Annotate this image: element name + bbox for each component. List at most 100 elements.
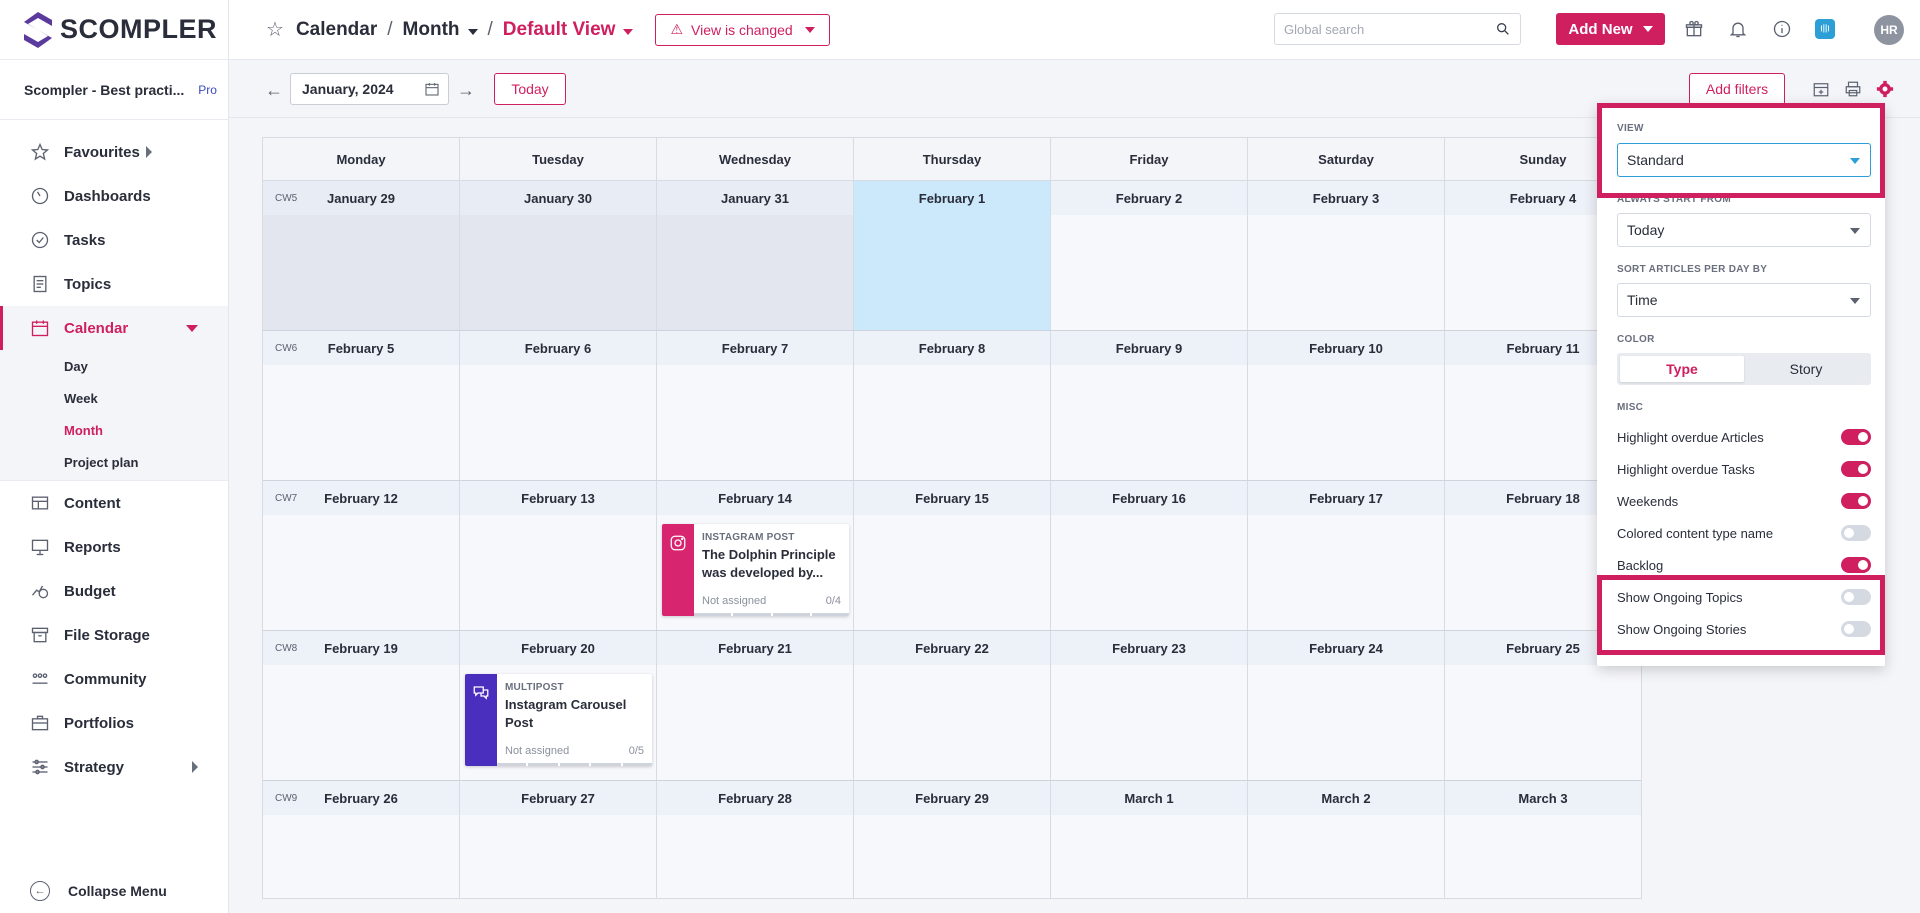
global-search[interactable] [1274,13,1521,45]
start-from-label: ALWAYS START FROM [1617,194,1731,205]
day-cell[interactable]: March 1 [1051,781,1248,898]
day-cell[interactable]: March 2 [1248,781,1445,898]
logo[interactable]: SCOMPLER [0,0,228,60]
toggle-switch[interactable] [1841,429,1871,445]
day-date: February 12 [324,490,398,506]
breadcrumb-view[interactable]: Default View [503,19,634,41]
view-select[interactable]: Standard [1617,143,1871,177]
day-cell[interactable]: February 2 [1051,181,1248,330]
day-cell[interactable]: February 27 [460,781,657,898]
day-cell[interactable]: February 15 [854,481,1051,630]
day-cell[interactable]: February 20 MULTIPOST Instagram Carousel… [460,631,657,780]
day-cell[interactable]: February 29 [854,781,1051,898]
subnav-week[interactable]: Week [64,390,98,406]
toggle-switch[interactable] [1841,589,1871,605]
toggle-row: Highlight overdue Tasks [1617,459,1871,479]
print-icon[interactable] [1843,79,1863,99]
add-filters-button[interactable]: Add filters [1689,73,1785,105]
sidebar-item-tasks[interactable]: Tasks [0,218,228,262]
day-date: February 6 [524,340,592,356]
add-new-button[interactable]: Add New [1556,13,1665,45]
day-cell[interactable]: February 28 [657,781,854,898]
bell-icon[interactable] [1726,17,1750,41]
sidebar-item-community[interactable]: Community [0,657,228,701]
color-option-story[interactable]: Story [1789,361,1823,377]
sidebar-item-favourites[interactable]: Favourites [0,130,228,174]
day-cell[interactable]: February 7 [657,331,854,480]
card-progress: 0/4 [825,595,841,607]
toggle-switch[interactable] [1841,525,1871,541]
day-date: February 16 [1112,490,1186,506]
toggle-row: Show Ongoing Stories [1617,619,1871,639]
day-cell[interactable]: CW6 February 5 [263,331,460,480]
toggle-switch[interactable] [1841,493,1871,509]
day-cell[interactable]: February 24 [1248,631,1445,780]
sidebar-item-strategy[interactable]: Strategy [0,745,228,789]
sidebar-item-portfolios[interactable]: Portfolios [0,701,228,745]
day-cell-today[interactable]: February 1 [854,181,1051,330]
breadcrumb-month[interactable]: Month [403,19,478,41]
day-cell[interactable]: February 22 [854,631,1051,780]
gift-icon[interactable] [1682,17,1706,41]
day-cell[interactable]: February 6 [460,331,657,480]
day-date: February 9 [1115,340,1183,356]
day-date: February 10 [1309,340,1383,356]
day-cell[interactable]: CW8 February 19 [263,631,460,780]
plan-badge: Pro [198,82,217,97]
toggle-switch[interactable] [1841,557,1871,573]
sidebar-item-label: Budget [64,582,116,600]
gear-icon[interactable] [1875,79,1895,99]
sidebar-item-topics[interactable]: Topics [0,262,228,306]
favourite-star-icon[interactable]: ☆ [266,19,284,41]
avatar[interactable]: HR [1874,15,1904,45]
intercom-icon[interactable] [1815,19,1835,39]
arrow-right-icon[interactable]: → [457,80,475,100]
collapse-menu-button[interactable]: ← Collapse Menu [30,881,167,901]
calendar-settings-panel: VIEW Standard ALWAYS START FROM Today SO… [1597,103,1885,666]
view-changed-button[interactable]: ⚠ View is changed [655,13,830,46]
sidebar-item-calendar[interactable]: Calendar [0,306,228,350]
day-cell[interactable]: February 23 [1051,631,1248,780]
day-cell[interactable]: February 13 [460,481,657,630]
toggle-switch[interactable] [1841,461,1871,477]
info-icon[interactable] [1770,17,1794,41]
sidebar-item-file-storage[interactable]: File Storage [0,613,228,657]
day-cell[interactable]: February 10 [1248,331,1445,480]
sidebar-item-dashboards[interactable]: Dashboards [0,174,228,218]
day-cell[interactable]: January 30 [460,181,657,330]
day-cell[interactable]: March 3 [1445,781,1641,898]
toggle-switch[interactable] [1841,621,1871,637]
day-date: February 8 [918,340,986,356]
day-cell[interactable]: CW9 February 26 [263,781,460,898]
day-cell[interactable]: February 16 [1051,481,1248,630]
day-cell[interactable]: CW5 January 29 [263,181,460,330]
sidebar-item-budget[interactable]: Budget [0,569,228,613]
color-option-type[interactable]: Type [1620,356,1744,382]
content-card[interactable]: MULTIPOST Instagram Carousel Post Not ass… [465,674,652,766]
day-cell[interactable]: February 9 [1051,331,1248,480]
subnav-day[interactable]: Day [64,358,88,374]
subnav-project-plan[interactable]: Project plan [64,454,139,470]
collapse-menu-label: Collapse Menu [68,883,167,899]
day-cell[interactable]: February 21 [657,631,854,780]
arrow-left-icon[interactable]: ← [265,80,283,100]
date-picker[interactable]: January, 2024 [290,73,449,105]
day-cell[interactable]: CW7 February 12 [263,481,460,630]
subnav-month[interactable]: Month [64,422,103,438]
day-cell[interactable]: February 3 [1248,181,1445,330]
workspace-selector[interactable]: Scompler - Best practi... Pro [0,60,228,120]
start-from-select[interactable]: Today [1617,213,1871,247]
day-cell[interactable]: February 8 [854,331,1051,480]
today-button[interactable]: Today [494,73,566,105]
breadcrumb-calendar[interactable]: Calendar [295,18,378,40]
day-cell[interactable]: February 14 INSTAGRAM POST The Dolphin P… [657,481,854,630]
search-input[interactable] [1284,21,1495,37]
day-cell[interactable]: February 17 [1248,481,1445,630]
sidebar-item-reports[interactable]: Reports [0,525,228,569]
day-cell[interactable]: January 31 [657,181,854,330]
calendar-add-icon[interactable] [1811,79,1831,99]
content-card[interactable]: INSTAGRAM POST The Dolphin Principle was … [662,524,849,616]
sidebar-item-content[interactable]: Content [0,481,228,525]
sort-select[interactable]: Time [1617,283,1871,317]
card-title: Instagram Carousel Post [505,696,644,732]
